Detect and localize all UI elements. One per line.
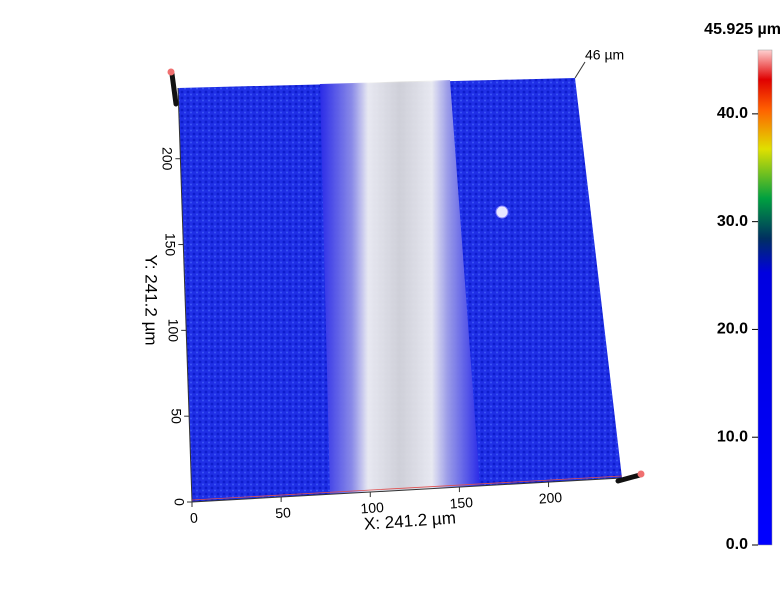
corner-post [169,71,179,107]
particle [495,205,509,219]
colorbar-tick-label: 10.0 [717,428,748,445]
height-label: 46 µm [585,47,624,63]
height-leader [574,61,586,79]
x-tick-label: 0 [189,509,198,526]
corner-post [615,472,643,484]
colorbar-tick-label: 40.0 [717,105,748,122]
x-axis-line [191,475,623,501]
y-axis-line [177,87,193,503]
y-tick-label: 150 [163,233,179,257]
x-tick-label: 200 [538,489,563,507]
colorbar-title: 45.925 µm [704,21,781,38]
colorbar-tick-label: 30.0 [717,213,748,230]
y-tick-label: 200 [160,147,176,171]
x-tick-label: 150 [449,494,474,512]
x-tick-label: 100 [360,499,385,517]
corner-marker [637,470,645,478]
y-tick-label: 50 [168,408,184,424]
colorbar-tick-label: 20.0 [717,321,748,338]
y-axis-label: Y: 241.2 µm [142,254,161,345]
scratch [320,80,480,494]
colorbar [757,49,773,546]
colorbar-tick-label: 0.0 [726,536,748,553]
x-tick-label: 50 [275,504,292,521]
x-axis-line [191,477,623,503]
y-tick-label: 0 [171,498,187,506]
corner-marker [167,68,175,76]
y-tick-label: 100 [165,319,181,343]
